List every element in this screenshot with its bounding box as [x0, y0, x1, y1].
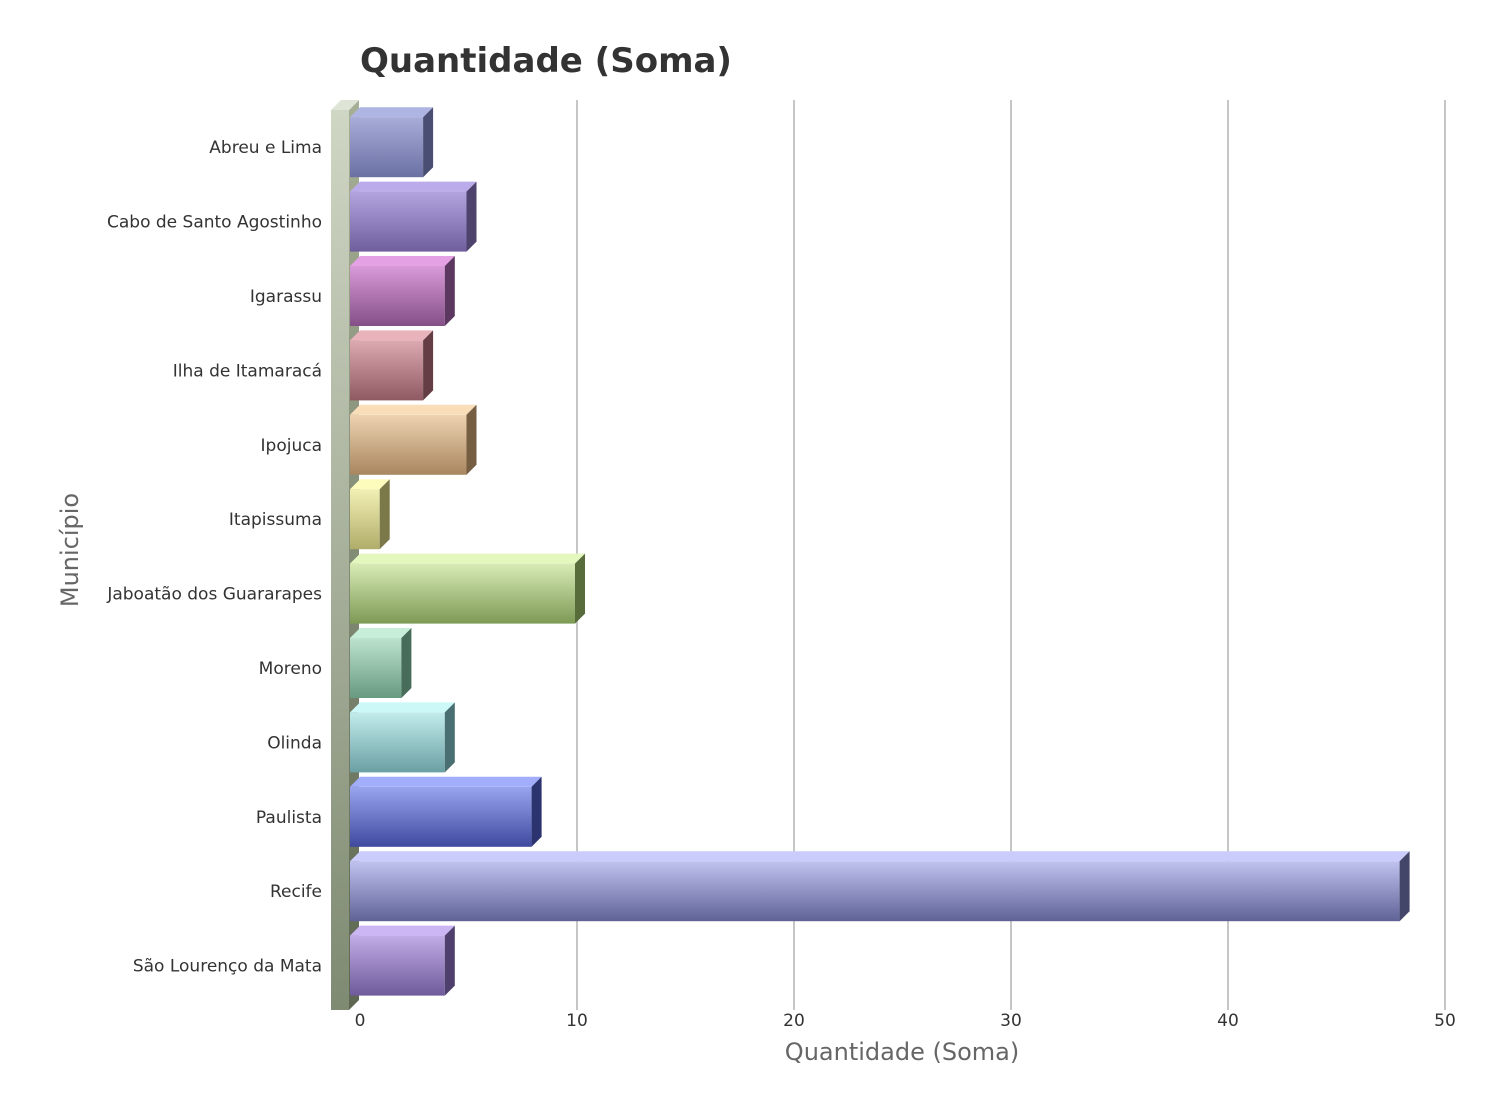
category-label: Abreu e Lima: [209, 138, 322, 158]
bar-side: [401, 628, 412, 698]
bar-side: [466, 404, 477, 475]
bar-6: [350, 553, 585, 624]
category-label: Recife: [270, 882, 322, 902]
category-labels: Abreu e Lima Cabo de Santo Agostinho Igara…: [106, 138, 322, 976]
bar-4: [350, 404, 477, 475]
category-label: Cabo de Santo Agostinho: [107, 213, 322, 233]
bar-5: [350, 479, 390, 550]
bar-3: [350, 330, 434, 401]
x-tick-label: 10: [566, 1011, 588, 1031]
bar-top: [350, 925, 455, 936]
chart-title: Quantidade (Soma): [360, 41, 732, 81]
bar-top: [350, 330, 434, 341]
bar-10: [350, 851, 1410, 922]
bar-front: [350, 266, 445, 326]
category-label: Olinda: [267, 733, 322, 753]
bar-front: [350, 117, 424, 178]
x-axis-title: Quantidade (Soma): [785, 1038, 1019, 1066]
x-tick-label: 20: [783, 1011, 805, 1031]
category-label: Paulista: [256, 808, 322, 828]
bar-front: [350, 489, 380, 550]
bar-1: [350, 181, 477, 252]
category-label: Igarassu: [250, 287, 322, 307]
x-tick-label: 0: [355, 1011, 366, 1031]
bar-top: [350, 107, 434, 118]
x-tick-label: 30: [1000, 1011, 1022, 1031]
bar-side: [1399, 851, 1410, 922]
bar-front: [350, 563, 575, 624]
bar-side: [423, 330, 434, 401]
bar-front: [350, 861, 1400, 922]
bar-11: [350, 925, 455, 996]
bar-front: [350, 414, 467, 475]
x-tick-labels: 0 10 20 30 40 50: [355, 1011, 1456, 1031]
category-label: São Lourenço da Mata: [133, 957, 322, 977]
x-tick-label: 40: [1217, 1011, 1239, 1031]
bar-9: [350, 776, 542, 847]
category-label: Moreno: [259, 659, 322, 679]
bar-side: [466, 181, 477, 252]
bar-side: [379, 479, 390, 550]
bar-top: [350, 181, 477, 192]
bar-side: [444, 702, 455, 773]
bar-front: [350, 786, 532, 847]
bar-side: [423, 107, 434, 178]
bar-top: [350, 479, 390, 490]
bar-side: [575, 553, 585, 624]
axis-wall-front: [331, 110, 349, 1010]
bar-side: [531, 776, 542, 847]
bar-front: [350, 712, 445, 773]
bar-7: [350, 628, 412, 698]
category-label: Jaboatão dos Guararapes: [106, 585, 322, 605]
bar-side: [444, 925, 455, 996]
bar-top: [350, 851, 1410, 862]
bar-front: [350, 191, 467, 252]
bar-front: [350, 935, 445, 996]
category-label: Itapissuma: [229, 510, 322, 530]
bar-front: [350, 638, 402, 698]
category-label: Ipojuca: [261, 436, 322, 456]
bar-side: [444, 256, 455, 326]
bars: [350, 107, 1410, 996]
bar-top: [350, 628, 412, 638]
axis-wall-top: [331, 100, 359, 110]
bar-top: [350, 553, 585, 564]
bar-0: [350, 107, 434, 178]
bar-front: [350, 340, 424, 401]
x-tick-label: 50: [1434, 1011, 1456, 1031]
bar-top: [350, 702, 455, 713]
bar-2: [350, 256, 455, 326]
category-label: Ilha de Itamaracá: [173, 361, 322, 381]
bar-8: [350, 702, 455, 773]
bar-top: [350, 776, 542, 787]
bar-top: [350, 404, 477, 415]
bar-top: [350, 256, 455, 266]
y-axis-title: Município: [56, 493, 84, 607]
